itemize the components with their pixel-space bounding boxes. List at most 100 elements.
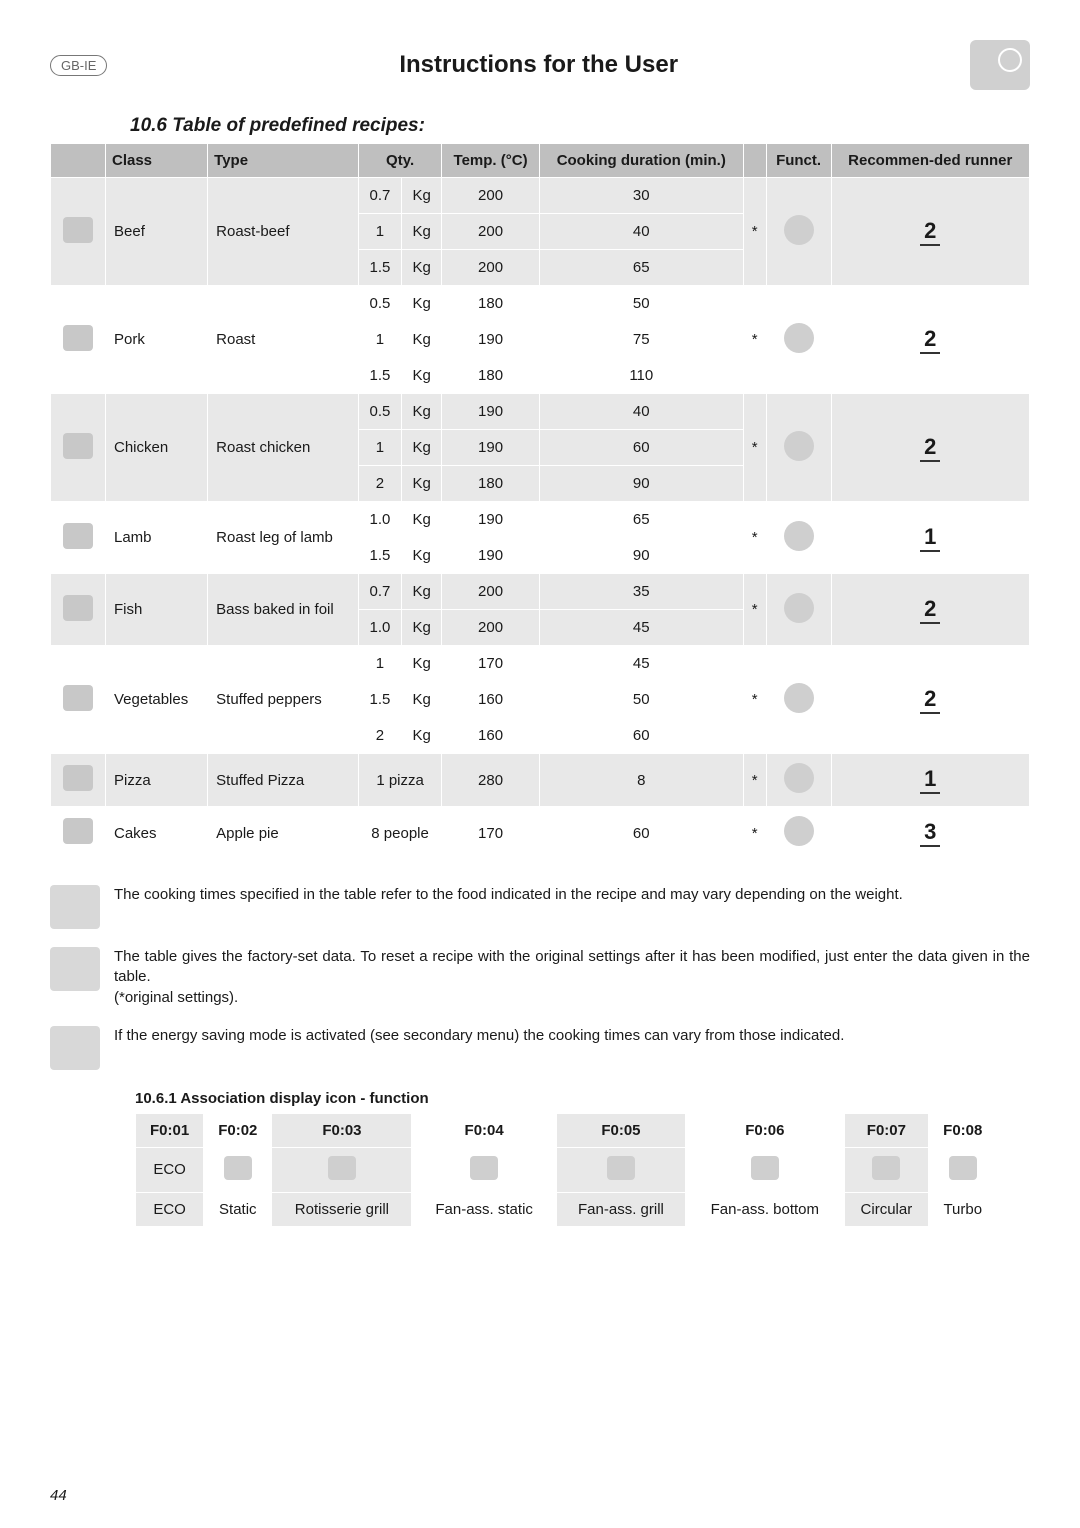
food-icon [63, 325, 93, 351]
cell-runner: 2 [920, 218, 940, 246]
cell-runner: 2 [920, 326, 940, 354]
assoc-icon-cell [686, 1147, 845, 1192]
assoc-head: F0:05 [556, 1113, 685, 1147]
cell-type: Roast-beef [208, 178, 359, 286]
col-temp: Temp. (°C) [442, 144, 539, 178]
cell-type: Stuffed peppers [208, 646, 359, 754]
mode-icon [470, 1156, 498, 1180]
cell-duration: 65 [539, 250, 743, 286]
section-heading: 10.6 Table of predefined recipes: [130, 115, 1030, 137]
cell-qty-unit: Kg [402, 394, 442, 430]
cell-qty-val: 1.5 [358, 358, 401, 394]
cell-qty-unit: Kg [402, 610, 442, 646]
assoc-head: F0:06 [686, 1113, 845, 1147]
col-class: Class [106, 144, 208, 178]
cell-qty-val: 0.5 [358, 394, 401, 430]
mode-icon [328, 1156, 356, 1180]
cell-runner: 2 [920, 434, 940, 462]
cell-qty-unit: Kg [402, 718, 442, 754]
cell-temp: 180 [442, 286, 539, 322]
assoc-icon-cell [929, 1147, 997, 1192]
cell-duration: 45 [539, 610, 743, 646]
brand-logo-icon [970, 40, 1030, 90]
cell-qty-unit: Kg [402, 430, 442, 466]
cell-type: Stuffed Pizza [208, 754, 359, 807]
assoc-head: F0:01 [136, 1113, 204, 1147]
cell-temp: 180 [442, 358, 539, 394]
cell-type: Roast [208, 286, 359, 394]
assoc-head: F0:08 [929, 1113, 997, 1147]
cell-temp: 280 [442, 754, 539, 807]
assoc-label: Circular [844, 1192, 929, 1226]
cell-star: * [743, 574, 766, 646]
function-icon [784, 431, 814, 461]
cell-duration: 60 [539, 430, 743, 466]
cell-qty-val: 1 [358, 214, 401, 250]
assoc-icon-cell: ECO [136, 1147, 204, 1192]
cell-qty-val: 0.7 [358, 574, 401, 610]
cell-star: * [743, 502, 766, 574]
cell-qty-unit: Kg [402, 502, 442, 538]
assoc-head: F0:02 [204, 1113, 272, 1147]
col-type: Type [208, 144, 359, 178]
cell-star: * [743, 646, 766, 754]
cell-class: Cakes [106, 807, 208, 860]
cell-star: * [743, 286, 766, 394]
cell-qty-unit: Kg [402, 574, 442, 610]
col-funct: Funct. [766, 144, 831, 178]
cell-temp: 170 [442, 807, 539, 860]
cell-class: Lamb [106, 502, 208, 574]
note-icon [50, 1026, 100, 1070]
cell-star: * [743, 394, 766, 502]
col-qty: Qty. [358, 144, 441, 178]
cell-duration: 35 [539, 574, 743, 610]
cell-temp: 190 [442, 322, 539, 358]
cell-duration: 60 [539, 807, 743, 860]
food-icon [63, 765, 93, 791]
cell-qty-val: 1 [358, 322, 401, 358]
cell-qty-val: 2 [358, 466, 401, 502]
food-icon [63, 433, 93, 459]
cell-runner: 2 [920, 686, 940, 714]
function-icon [784, 593, 814, 623]
note-text: If the energy saving mode is activated (… [114, 1026, 844, 1046]
cell-duration: 50 [539, 286, 743, 322]
cell-qty-unit: Kg [402, 178, 442, 214]
cell-qty-unit: Kg [402, 214, 442, 250]
cell-duration: 30 [539, 178, 743, 214]
cell-type: Bass baked in foil [208, 574, 359, 646]
cell-qty-val: 1.0 [358, 610, 401, 646]
cell-duration: 45 [539, 646, 743, 682]
cell-qty-unit: Kg [402, 286, 442, 322]
mode-icon [751, 1156, 779, 1180]
cell-duration: 50 [539, 682, 743, 718]
assoc-label: ECO [136, 1192, 204, 1226]
function-icon [784, 816, 814, 846]
cell-qty-val: 1 [358, 646, 401, 682]
cell-qty-val: 1.0 [358, 502, 401, 538]
cell-runner: 2 [920, 596, 940, 624]
cell-qty-val: 0.5 [358, 286, 401, 322]
cell-class: Pizza [106, 754, 208, 807]
assoc-heading: 10.6.1 Association display icon - functi… [135, 1090, 1030, 1107]
note-text: The cooking times specified in the table… [114, 885, 903, 905]
cell-qty-val: 1.5 [358, 250, 401, 286]
cell-type: Roast chicken [208, 394, 359, 502]
assoc-head: F0:03 [272, 1113, 412, 1147]
cell-qty-unit: Kg [402, 646, 442, 682]
assoc-icon-cell [844, 1147, 929, 1192]
function-icon [784, 323, 814, 353]
mode-icon [949, 1156, 977, 1180]
cell-duration: 90 [539, 466, 743, 502]
mode-icon [872, 1156, 900, 1180]
food-icon [63, 685, 93, 711]
cell-temp: 160 [442, 682, 539, 718]
cell-class: Chicken [106, 394, 208, 502]
assoc-icon-cell [412, 1147, 556, 1192]
assoc-label: Static [204, 1192, 272, 1226]
assoc-label: Turbo [929, 1192, 997, 1226]
cell-qty-val: 2 [358, 718, 401, 754]
cell-runner: 3 [920, 819, 940, 847]
cell-qty-unit: Kg [402, 682, 442, 718]
food-icon [63, 818, 93, 844]
